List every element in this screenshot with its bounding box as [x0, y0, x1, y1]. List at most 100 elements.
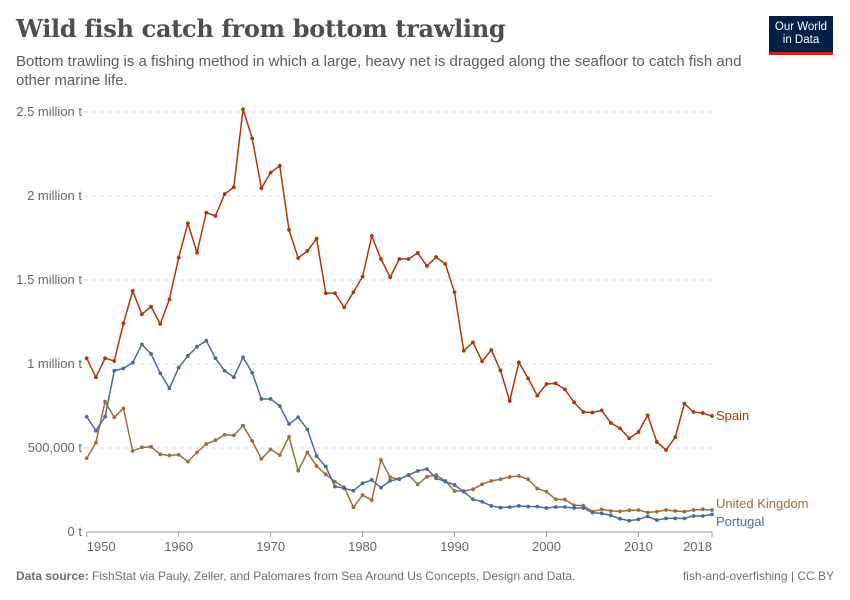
data-point	[618, 516, 622, 521]
data-point	[379, 485, 383, 490]
data-point	[480, 482, 485, 487]
data-point	[480, 359, 485, 364]
data-point	[627, 508, 632, 513]
data-point	[305, 450, 310, 455]
data-point	[544, 489, 549, 494]
data-point	[654, 509, 659, 514]
data-point	[176, 452, 181, 457]
y-tick-label: 0 t	[68, 524, 83, 539]
data-point	[268, 447, 273, 452]
data-point	[204, 442, 209, 446]
data-point	[323, 472, 328, 477]
data-point	[379, 257, 383, 261]
data-point	[471, 487, 475, 492]
data-point	[516, 360, 521, 365]
data-point	[369, 498, 374, 502]
data-point	[185, 459, 190, 464]
data-point	[664, 508, 668, 512]
data-point	[259, 186, 264, 191]
data-point	[673, 516, 678, 521]
data-source-label: Data source:	[16, 569, 89, 583]
y-tick-label: 1 million t	[27, 356, 82, 371]
series-label: Portugal	[716, 514, 765, 529]
series-label: Spain	[716, 408, 749, 423]
data-point	[388, 478, 393, 483]
data-point	[231, 433, 236, 438]
data-point	[553, 381, 558, 386]
data-point	[599, 507, 604, 512]
data-point	[84, 456, 89, 461]
data-point	[103, 356, 107, 361]
data-point	[158, 371, 163, 376]
data-point	[480, 499, 485, 504]
data-point	[526, 504, 530, 509]
data-point	[360, 481, 365, 486]
data-point	[277, 453, 282, 457]
y-tick-label: 2 million t	[27, 188, 82, 203]
data-point	[562, 505, 567, 509]
data-point	[397, 257, 402, 261]
data-point	[121, 366, 126, 371]
data-point	[195, 250, 199, 255]
data-point	[590, 510, 595, 515]
data-point	[213, 214, 218, 218]
data-point	[185, 354, 190, 358]
data-point	[636, 430, 641, 434]
data-point	[112, 359, 117, 363]
data-point	[664, 516, 668, 521]
data-point	[287, 228, 291, 232]
data-point	[471, 340, 475, 345]
data-point	[636, 517, 641, 522]
data-point	[654, 440, 659, 444]
data-point	[673, 435, 678, 440]
data-point	[268, 397, 273, 401]
y-tick-label: 2.5 million t	[16, 104, 82, 119]
owid-logo[interactable]: Our World in Data	[769, 16, 833, 55]
data-point	[259, 397, 264, 401]
data-point	[112, 415, 117, 420]
data-point	[489, 504, 494, 508]
data-point	[121, 321, 126, 326]
data-point	[333, 479, 337, 484]
data-point	[627, 436, 632, 441]
chart-title: Wild fish catch from bottom trawling	[16, 14, 506, 43]
data-point	[241, 423, 245, 428]
data-point	[176, 255, 181, 260]
data-point	[167, 297, 172, 302]
x-tick-label: 1960	[164, 539, 193, 554]
data-point	[471, 497, 475, 502]
data-point	[452, 483, 457, 487]
data-point	[664, 448, 668, 452]
data-point	[691, 514, 696, 518]
data-point	[562, 497, 567, 502]
data-point	[213, 438, 218, 443]
data-point	[139, 342, 144, 347]
data-point	[682, 401, 687, 406]
data-point	[489, 479, 494, 483]
data-point	[498, 368, 503, 373]
data-point	[526, 477, 530, 482]
data-point	[158, 452, 163, 457]
data-point	[222, 192, 227, 196]
data-point	[250, 370, 255, 375]
x-tick-label: 1990	[440, 539, 469, 554]
data-point	[425, 264, 429, 268]
data-point	[112, 368, 117, 373]
data-point	[241, 107, 245, 112]
data-point	[333, 484, 337, 489]
chart-subtitle: Bottom trawling is a fishing method in w…	[16, 53, 742, 89]
footer-license[interactable]: fish-and-overfishing | CC BY	[682, 569, 834, 583]
data-point	[461, 348, 466, 353]
data-point	[645, 514, 650, 519]
data-point	[305, 427, 310, 432]
data-point	[535, 486, 540, 491]
data-point	[434, 473, 439, 477]
data-point	[608, 509, 613, 513]
data-point	[700, 514, 705, 518]
data-point	[149, 304, 153, 309]
data-point	[323, 464, 328, 469]
data-point	[452, 489, 457, 493]
data-point	[535, 393, 540, 398]
data-point	[93, 428, 98, 433]
